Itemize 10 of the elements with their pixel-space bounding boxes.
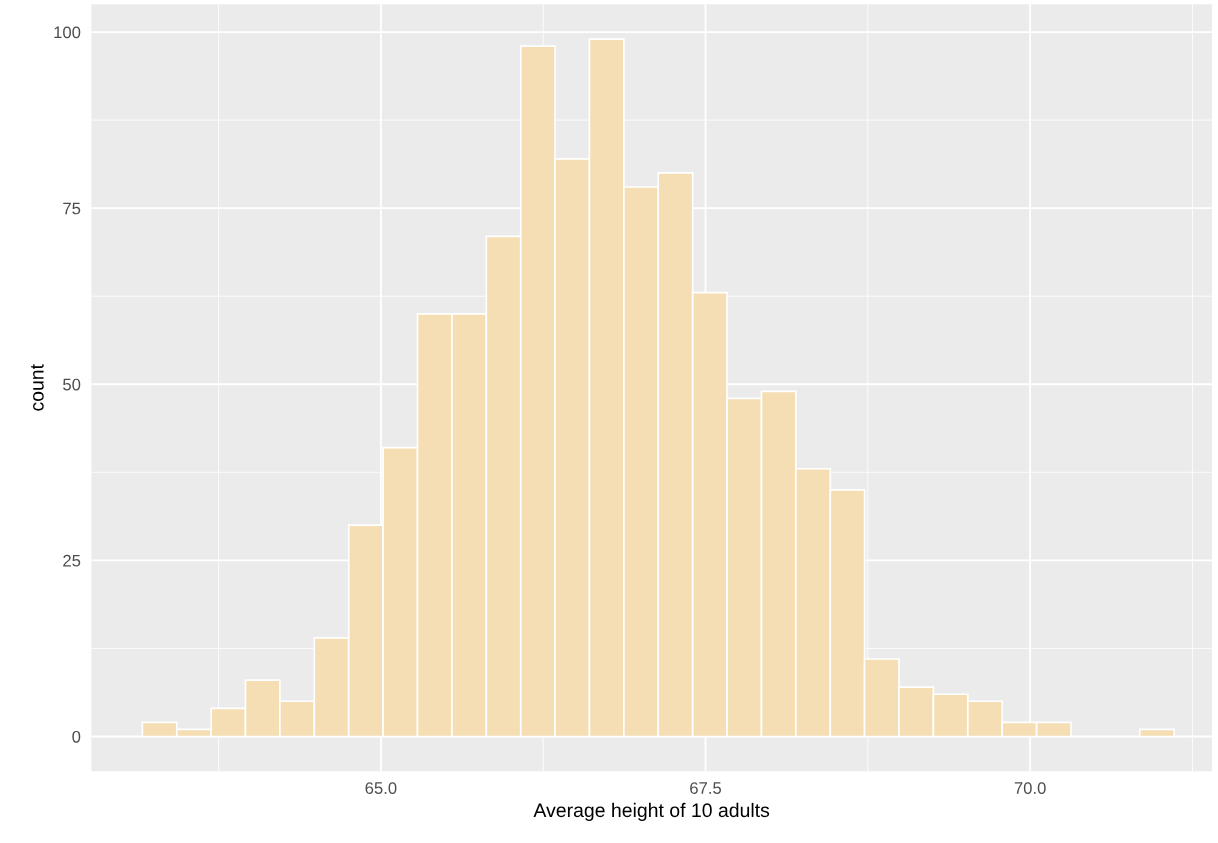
x-tick-label: 65.0 [365, 782, 397, 794]
y-axis-title: count [30, 364, 44, 411]
x-tick-label: 67.5 [690, 782, 722, 794]
x-tick-label: 70.0 [1014, 782, 1046, 794]
y-tick-label: 75 [63, 202, 81, 215]
x-axis-title: Average height of 10 adults [533, 802, 770, 821]
y-tick-label: 0 [72, 730, 81, 743]
y-tick-label: 50 [63, 378, 81, 391]
y-tick-label: 100 [54, 26, 81, 39]
y-tick-label: 25 [63, 554, 81, 567]
